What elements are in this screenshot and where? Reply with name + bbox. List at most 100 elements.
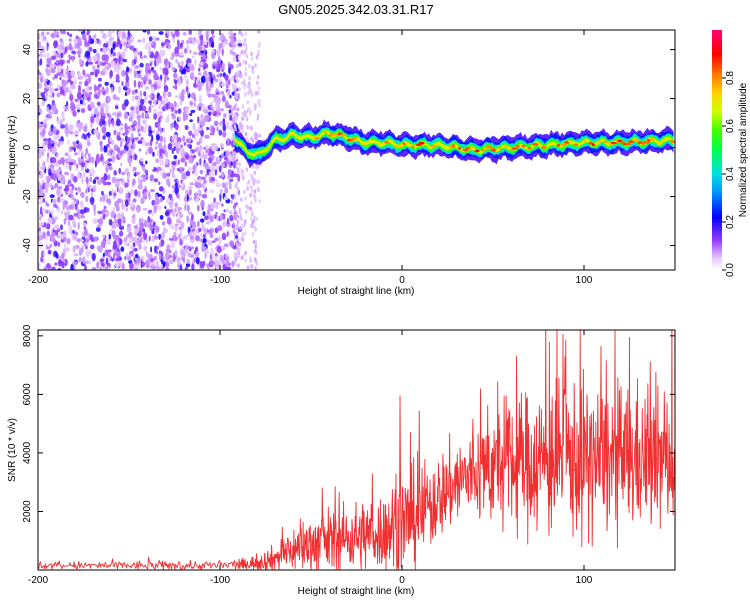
- noise-speckle: [86, 260, 92, 265]
- noise-speckle: [147, 253, 152, 260]
- x-tick-label: 0: [399, 575, 405, 586]
- noise-speckle: [238, 162, 241, 167]
- noise-speckle: [105, 165, 109, 174]
- noise-speckle: [64, 184, 69, 192]
- noise-speckle: [125, 199, 129, 208]
- noise-speckle: [174, 79, 178, 85]
- noise-speckle: [155, 158, 160, 163]
- noise-speckle: [124, 129, 129, 136]
- noise-speckle: [192, 122, 196, 131]
- ridge-peak: [352, 137, 357, 140]
- noise-speckle: [67, 179, 72, 187]
- noise-speckle: [246, 136, 249, 142]
- noise-speckle: [244, 132, 248, 137]
- noise-speckle: [186, 78, 189, 86]
- noise-speckle: [68, 161, 74, 166]
- y-tick-label: 4000: [22, 441, 33, 464]
- noise-speckle: [233, 207, 236, 212]
- noise-speckle: [242, 42, 246, 47]
- noise-speckle: [203, 179, 207, 184]
- noise-speckle: [228, 79, 231, 86]
- noise-speckle: [195, 168, 198, 176]
- noise-speckle: [113, 170, 117, 176]
- noise-speckle: [77, 157, 81, 164]
- noise-speckle: [182, 235, 188, 240]
- noise-speckle: [168, 237, 174, 241]
- noise-speckle: [57, 52, 61, 59]
- noise-speckle: [222, 38, 228, 42]
- noise-speckle: [120, 246, 125, 252]
- noise-speckle: [220, 82, 226, 87]
- ridge-peak: [313, 136, 320, 140]
- noise-speckle: [92, 65, 96, 72]
- noise-speckle: [174, 123, 179, 131]
- ridge-peak: [516, 144, 520, 148]
- noise-speckle: [196, 105, 199, 111]
- noise-speckle: [245, 115, 248, 120]
- noise-speckle: [165, 102, 169, 111]
- noise-speckle: [221, 203, 224, 207]
- noise-speckle: [179, 166, 184, 171]
- noise-speckle: [132, 236, 137, 244]
- noise-speckle: [244, 258, 247, 263]
- noise-speckle: [151, 235, 156, 242]
- noise-speckle: [238, 241, 242, 247]
- noise-speckle: [230, 33, 234, 38]
- noise-speckle: [197, 80, 202, 88]
- noise-speckle: [133, 225, 139, 230]
- noise-speckle: [237, 187, 240, 192]
- noise-speckle: [107, 40, 113, 47]
- noise-speckle: [82, 69, 86, 76]
- noise-speckle: [67, 219, 70, 227]
- noise-speckle: [157, 117, 161, 124]
- noise-speckle: [56, 234, 61, 239]
- noise-speckle: [254, 240, 258, 245]
- noise-speckle: [235, 223, 239, 230]
- y-tick-label: 8000: [22, 324, 33, 347]
- noise-speckle: [85, 93, 90, 98]
- noise-speckle: [72, 245, 76, 251]
- noise-speckle: [81, 150, 84, 157]
- noise-speckle: [251, 232, 255, 237]
- noise-speckle: [150, 67, 154, 71]
- noise-speckle: [249, 193, 252, 198]
- noise-speckle: [243, 79, 246, 84]
- noise-speckle: [240, 80, 244, 86]
- noise-speckle: [174, 46, 179, 54]
- noise-speckle: [45, 78, 49, 82]
- noise-speckle: [132, 127, 136, 131]
- noise-speckle: [66, 31, 70, 36]
- noise-speckle: [57, 241, 61, 247]
- noise-speckle: [243, 92, 247, 98]
- noise-speckle: [59, 140, 64, 145]
- x-tick-label: 100: [576, 575, 593, 586]
- noise-speckle: [159, 159, 164, 167]
- noise-speckle: [173, 154, 178, 160]
- noise-speckle: [205, 83, 209, 91]
- noise-speckle: [103, 205, 107, 210]
- noise-speckle: [238, 30, 242, 35]
- ridge-peak: [495, 148, 500, 152]
- snr-panel: -200 -100 0 100 2000 4000 6000 8000 Height of …: [7, 324, 676, 597]
- noise-speckle: [61, 79, 66, 87]
- noise-speckle: [234, 85, 237, 90]
- noise-speckle: [47, 217, 53, 225]
- noise-speckle: [112, 151, 116, 156]
- noise-speckle: [150, 212, 154, 216]
- noise-speckle: [120, 123, 123, 127]
- noise-speckle: [220, 41, 223, 49]
- noise-speckle: [113, 129, 117, 136]
- noise-speckle: [202, 237, 207, 244]
- noise-speckle: [116, 147, 121, 154]
- noise-speckle: [87, 75, 92, 84]
- noise-speckle: [168, 201, 174, 206]
- noise-speckle: [96, 101, 101, 107]
- noise-speckle: [138, 148, 142, 152]
- noise-speckle: [197, 76, 201, 81]
- noise-speckle: [80, 161, 86, 168]
- noise-speckle: [212, 75, 216, 81]
- noise-speckle: [134, 89, 138, 94]
- noise-speckle: [90, 201, 94, 206]
- noise-speckle: [204, 251, 207, 259]
- noise-speckle: [190, 150, 193, 156]
